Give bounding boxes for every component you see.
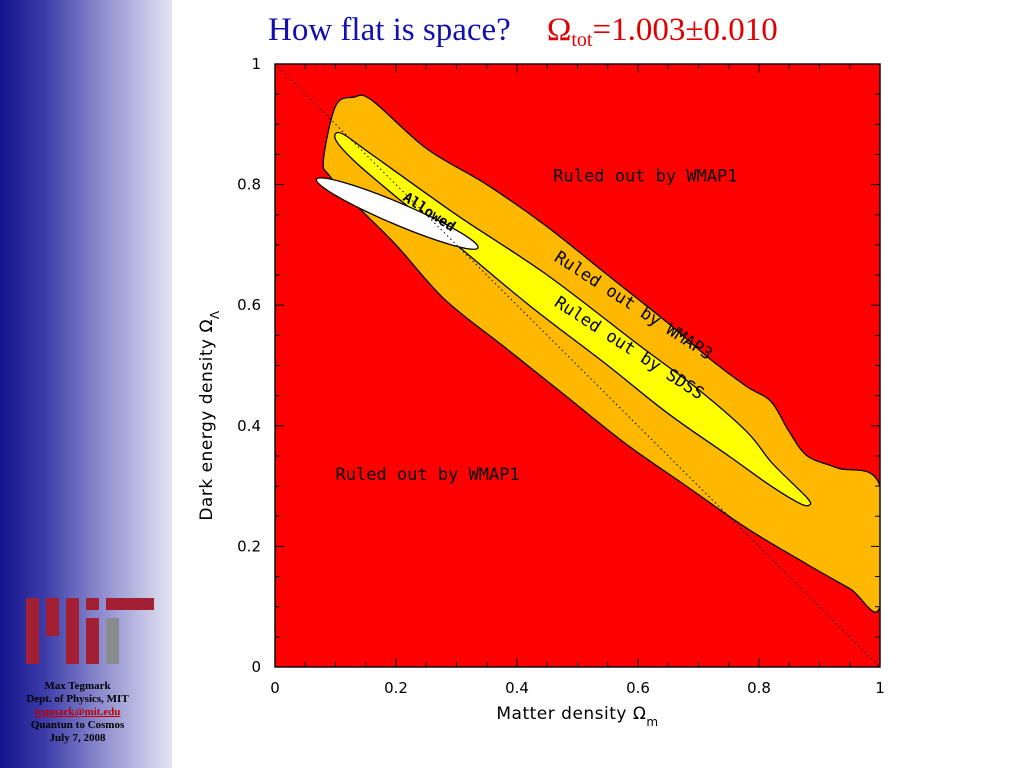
x-axis-label: Matter density Ωm <box>496 704 658 729</box>
contour-allowed <box>315 177 479 250</box>
x-tick-label: 0.6 <box>626 679 650 697</box>
y-tick-label: 0.4 <box>237 417 261 435</box>
omega-subscript: tot <box>571 29 593 51</box>
y-tick-label: 0 <box>251 658 261 676</box>
talk-date: July 7, 2008 <box>49 732 106 744</box>
y-tick-label: 0.2 <box>237 537 261 555</box>
annotation-ruled-out-by-wmap1: Ruled out by WMAP1 <box>553 167 737 187</box>
x-tick-label: 0.4 <box>505 679 529 697</box>
y-axis-label-subscript: Λ <box>208 310 222 319</box>
axes: 0 0.2 0.4 0.6 0.8 1 0 0.2 0.4 0.6 0.8 1 <box>237 55 885 697</box>
author-dept: Dept. of Physics, MIT <box>26 693 129 705</box>
y-tick-label: 0.6 <box>237 296 261 314</box>
y-axis-label: Dark energy density ΩΛ <box>197 310 222 521</box>
sidebar-gradient: Max Tegmark Dept. of Physics, MIT tegmar… <box>0 0 172 768</box>
x-axis-label-subscript: m <box>646 715 658 729</box>
omega-total: Ωtot=1.003±0.010 <box>546 12 778 51</box>
author-name: Max Tegmark <box>44 680 111 692</box>
talk-title: Quantun to Cosmos <box>30 719 125 731</box>
contour-ruled-out-by-wmap3 <box>334 131 812 507</box>
x-tick-label: 0.2 <box>384 679 408 697</box>
omega-symbol: Ω <box>546 12 572 48</box>
flat-universe-line <box>275 64 880 667</box>
omega-value: =1.003±0.010 <box>592 12 778 48</box>
y-tick-label: 0.8 <box>237 176 261 194</box>
slide-title: How flat is space? Ωtot=1.003±0.010 <box>268 10 778 60</box>
x-tick-label: 1 <box>875 679 885 697</box>
x-tick-label: 0.8 <box>747 679 771 697</box>
y-tick-label: 1 <box>251 55 261 73</box>
x-tick-label: 0 <box>270 679 280 697</box>
mit-logo <box>26 598 154 664</box>
plot-area <box>275 64 880 667</box>
slide-title-text: How flat is space? <box>268 12 511 48</box>
author-email-link[interactable]: tegmark@mit.edu <box>34 706 121 718</box>
contour-group <box>275 64 880 667</box>
omega-contour-chart: 0 0.2 0.4 0.6 0.8 1 0 0.2 0.4 0.6 0.8 1 Ruled out b… <box>197 55 885 729</box>
author-credits: Max Tegmark Dept. of Physics, MIT tegmar… <box>0 680 155 745</box>
annotation-ruled-out-by-wmap1: Ruled out by WMAP1 <box>336 465 520 485</box>
